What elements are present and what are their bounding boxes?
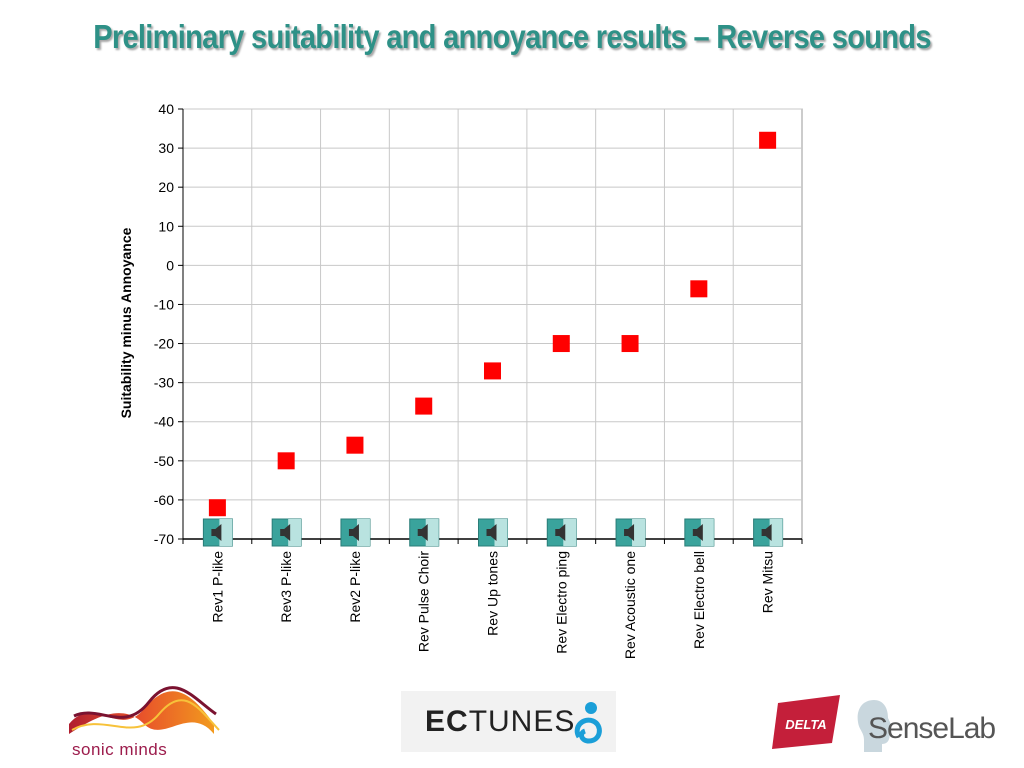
- senselab-logo: SenseLab: [854, 696, 1004, 756]
- ectunes-text: ECTUNES: [425, 705, 575, 739]
- y-tick-label: 30: [158, 140, 174, 156]
- x-tick-label: Rev Acoustic one: [622, 551, 638, 659]
- y-tick-label: -70: [154, 531, 174, 547]
- data-point: [346, 436, 364, 454]
- speaker-buttons[interactable]: [202, 518, 784, 547]
- speaker-icon[interactable]: [684, 518, 715, 547]
- x-tick-label: Rev3 P-like: [278, 551, 294, 623]
- speaker-icon[interactable]: [753, 518, 784, 547]
- data-point: [208, 499, 226, 517]
- senselab-head-icon: [857, 700, 891, 752]
- y-tick-label: 10: [158, 218, 174, 234]
- x-tick-label: Rev Mitsu: [760, 551, 776, 613]
- data-point: [759, 131, 777, 149]
- x-tick-label: Rev Electro ping: [553, 551, 569, 654]
- senselab-text: SenseLab: [868, 712, 996, 745]
- x-tick-labels: Rev1 P-like Rev3 P-like Rev2 P-like Rev Pul…: [209, 551, 775, 660]
- x-tick-label: Rev2 P-like: [347, 551, 363, 623]
- data-points: [208, 131, 777, 517]
- chart-grid: [178, 108, 803, 544]
- y-axis-label: Suitability minus Annoyance: [118, 227, 134, 418]
- suitability-chart: -70 -60 -50 -40 -30 -20 -10 0 10 20 30 40 Rev1 P-li…: [118, 101, 803, 660]
- x-tick-label: Rev1 P-like: [209, 551, 225, 623]
- speaker-icon[interactable]: [478, 518, 508, 547]
- speaker-icon[interactable]: [409, 518, 440, 547]
- y-tick-label: -60: [154, 492, 174, 508]
- sonic-minds-logo: sonic minds: [64, 684, 224, 762]
- plot-area: [182, 108, 803, 540]
- slide-title: Preliminary suitability and annoyance re…: [93, 18, 931, 55]
- speaker-icon[interactable]: [202, 518, 233, 547]
- y-tick-label: 40: [158, 101, 174, 117]
- ectunes-rest: TUNES: [468, 705, 576, 738]
- data-point: [415, 397, 433, 415]
- ectunes-prefix: EC: [425, 705, 469, 738]
- y-tick-label: -10: [154, 296, 174, 312]
- x-tick-label: Rev Electro bell: [691, 551, 707, 649]
- delta-logo: DELTA: [770, 693, 846, 751]
- ectunes-logo: ECTUNES: [401, 691, 616, 752]
- y-tick-label: -50: [154, 453, 174, 469]
- delta-text: DELTA: [785, 717, 826, 732]
- speaker-icon[interactable]: [340, 518, 371, 547]
- speaker-icon[interactable]: [615, 518, 646, 547]
- data-point: [484, 362, 501, 380]
- x-tick-label: Rev Pulse Choir: [416, 551, 432, 652]
- sonic-minds-text: sonic minds: [72, 740, 168, 759]
- y-tick-labels: -70 -60 -50 -40 -30 -20 -10 0 10 20 30 40: [154, 101, 174, 547]
- y-tick-label: -40: [154, 414, 174, 430]
- delta-shield-icon: DELTA: [772, 695, 840, 749]
- speaker-icon[interactable]: [546, 518, 577, 547]
- y-tick-label: 0: [166, 257, 174, 273]
- sonic-minds-wave-icon: [69, 686, 220, 734]
- data-point: [277, 452, 295, 470]
- y-tick-label: -20: [154, 336, 174, 352]
- data-point: [552, 335, 570, 353]
- data-point: [690, 280, 708, 298]
- ectunes-swirl-icon: [574, 702, 602, 744]
- y-tick-label: -30: [154, 375, 174, 391]
- data-point: [621, 335, 639, 353]
- x-tick-label: Rev Up tones: [485, 551, 501, 636]
- y-tick-label: 20: [158, 179, 174, 195]
- speaker-icon[interactable]: [271, 518, 302, 547]
